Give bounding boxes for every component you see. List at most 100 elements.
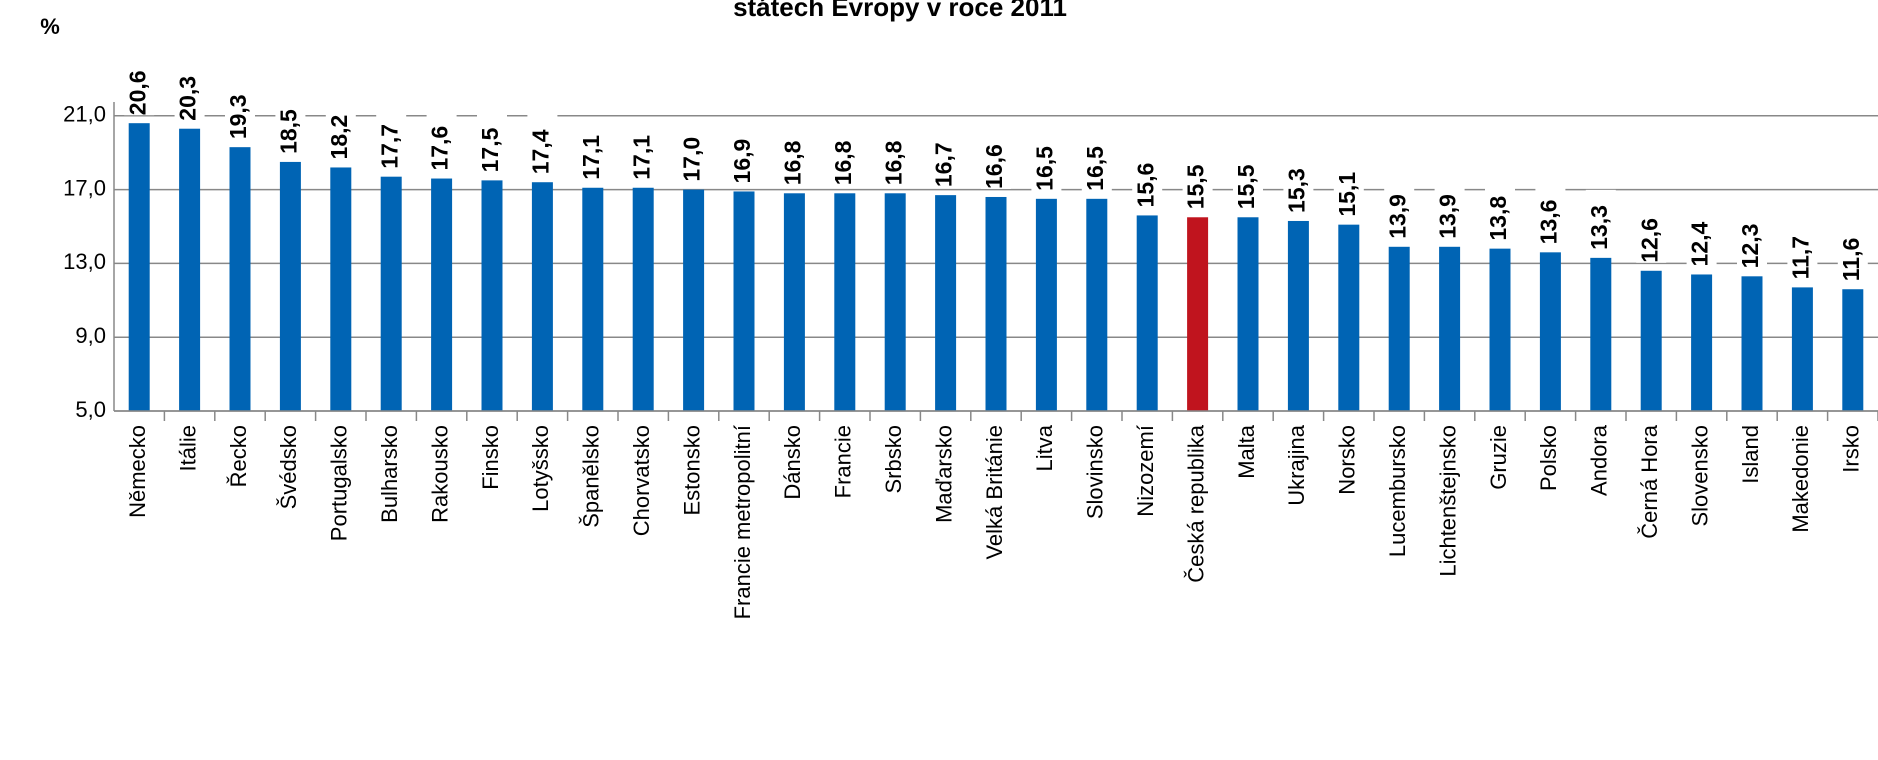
- value-label: 13,8: [1485, 196, 1511, 241]
- value-label: 15,3: [1283, 168, 1309, 213]
- y-tick-label: 13,0: [63, 249, 106, 274]
- label-bg: [1535, 184, 1566, 245]
- bar: [1086, 198, 1108, 411]
- bar: [481, 180, 503, 411]
- value-label: 12,4: [1687, 221, 1713, 266]
- label-bg: [1585, 189, 1616, 250]
- x-tick-label: Řecko: [226, 425, 251, 487]
- bar: [1791, 287, 1813, 411]
- label-bg: [124, 55, 155, 116]
- x-tick-label: Německo: [125, 425, 150, 518]
- label-bg: [628, 119, 659, 180]
- x-tick-label: Dánsko: [780, 425, 805, 500]
- label-bg: [1384, 178, 1415, 239]
- x-tick-label: Lotyšsko: [528, 425, 553, 512]
- chart-title: státech Evropy v roce 2011: [733, 0, 1067, 22]
- x-tick-label: Česká republika: [1183, 424, 1208, 583]
- value-label: 13,3: [1586, 205, 1612, 250]
- bar: [1691, 274, 1713, 411]
- x-tick-label: Černá Hora: [1637, 424, 1662, 538]
- label-bg: [1031, 130, 1062, 191]
- value-label: 19,3: [225, 94, 251, 139]
- label-bg: [829, 125, 860, 186]
- x-tick-label: Estonsko: [679, 425, 704, 516]
- bar: [279, 161, 301, 411]
- x-tick-label: Portugalsko: [327, 425, 352, 541]
- bar: [1640, 270, 1662, 411]
- bar: [985, 196, 1007, 411]
- label-bg: [1081, 130, 1112, 191]
- label-bg: [325, 99, 356, 160]
- bar: [1136, 215, 1158, 411]
- x-tick-label: Rakousko: [427, 425, 452, 523]
- x-tick-label: Polsko: [1536, 425, 1561, 491]
- x-tick-label: Chorvatsko: [629, 425, 654, 536]
- value-label: 16,5: [1031, 146, 1057, 191]
- label-bg: [1182, 149, 1213, 210]
- bar: [733, 191, 755, 411]
- value-label: 15,5: [1233, 164, 1259, 209]
- bar: [1590, 257, 1612, 411]
- label-bg: [275, 93, 306, 154]
- x-tick-label: Malta: [1234, 424, 1259, 479]
- bar: [1741, 276, 1763, 411]
- bar: [1439, 246, 1461, 411]
- label-bg: [1686, 206, 1717, 267]
- x-tick-label: Nizozemí: [1133, 425, 1158, 517]
- value-label: 13,9: [1435, 194, 1461, 239]
- value-label: 17,1: [628, 135, 654, 180]
- x-tick-label: Irsko: [1839, 425, 1864, 473]
- x-tick-label: Litva: [1032, 424, 1057, 471]
- label-bg: [376, 108, 407, 169]
- bar: [1338, 224, 1360, 411]
- value-label: 16,8: [779, 140, 805, 185]
- label-bg: [577, 119, 608, 180]
- x-tick-label: Gruzie: [1486, 425, 1511, 490]
- label-bg: [174, 60, 205, 121]
- value-label: 15,1: [1334, 172, 1360, 217]
- value-label: 11,6: [1838, 238, 1864, 282]
- label-bg: [1636, 202, 1667, 263]
- label-bg: [1132, 147, 1163, 208]
- bar: [179, 128, 201, 411]
- value-label: 12,6: [1636, 218, 1662, 263]
- label-bg: [1837, 221, 1868, 282]
- bar: [1187, 217, 1209, 411]
- bar: [1287, 220, 1309, 411]
- bar: [935, 195, 957, 411]
- label-bg: [527, 114, 558, 175]
- label-bg: [930, 127, 961, 188]
- bar: [431, 178, 453, 411]
- value-label: 18,5: [275, 109, 301, 154]
- value-label: 17,0: [679, 137, 705, 182]
- value-label: 17,6: [427, 126, 453, 171]
- bar: [632, 187, 654, 411]
- bar: [380, 176, 402, 411]
- label-bg: [981, 128, 1011, 189]
- value-label: 17,1: [578, 135, 604, 180]
- label-bg: [729, 123, 759, 184]
- bar: [531, 182, 553, 411]
- x-tick-label: Norsko: [1335, 425, 1360, 495]
- x-tick-label: Slovensko: [1687, 425, 1712, 527]
- y-tick-label: 9,0: [75, 323, 106, 348]
- value-label: 16,9: [729, 139, 755, 184]
- value-label: 12,3: [1737, 224, 1763, 269]
- value-label: 20,6: [124, 70, 150, 115]
- label-bg: [1283, 152, 1314, 213]
- x-tick-label: Francie: [831, 425, 856, 498]
- label-bg: [1485, 180, 1515, 241]
- bar: [783, 193, 805, 411]
- label-bg: [1233, 149, 1263, 210]
- value-label: 15,6: [1132, 163, 1158, 208]
- x-tick-label: Island: [1738, 425, 1763, 484]
- label-bg: [880, 125, 911, 186]
- value-label: 13,9: [1384, 194, 1410, 239]
- value-label: 16,6: [981, 144, 1007, 189]
- bar: [1489, 248, 1511, 411]
- label-bg: [225, 79, 255, 140]
- x-tick-label: Itálie: [175, 425, 200, 471]
- label-bg: [1333, 156, 1364, 217]
- x-tick-label: Francie metropolitní: [730, 425, 755, 619]
- value-label: 17,5: [477, 127, 503, 172]
